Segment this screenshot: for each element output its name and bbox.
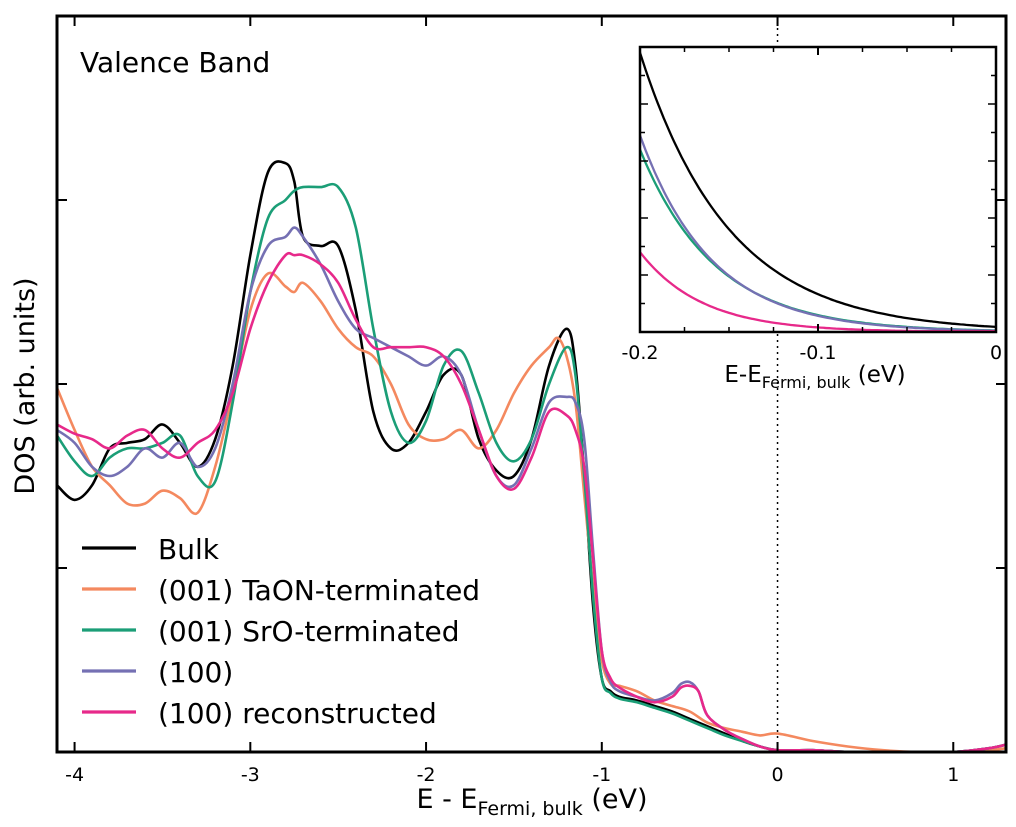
inset-axis-ticks: -0.2 -0.1 0 xyxy=(621,47,1002,364)
legend-label-0: Bulk xyxy=(158,533,220,566)
x-tick-label-3: -1 xyxy=(592,764,611,786)
legend-label-4: (100) reconstructed xyxy=(158,697,437,730)
inset-x-tick-label-0: -0.2 xyxy=(621,342,658,364)
inset-series-line-0 xyxy=(640,52,996,329)
inset-x-axis-label-subscript: Fermi, bulk xyxy=(762,373,851,392)
main-series-group xyxy=(57,160,1006,752)
legend-label-3: (100) xyxy=(158,656,233,689)
x-tick-label-4: 0 xyxy=(771,764,783,786)
x-tick-label-5: 1 xyxy=(947,764,959,786)
inset-background xyxy=(640,47,996,332)
inset-x-tick-label-2: 0 xyxy=(990,342,1002,364)
main-axis-ticks: -4 -3 -2 -1 0 1 xyxy=(57,16,1006,786)
inset-series-line-2 xyxy=(640,134,996,332)
x-axis-label-main: E - E xyxy=(416,784,477,815)
x-axis-label-unit: (eV) xyxy=(583,784,648,815)
x-axis-label-subscript: Fermi, bulk xyxy=(477,798,582,820)
x-axis-label: E - EFermi, bulk (eV) xyxy=(416,784,647,820)
series-line-2 xyxy=(57,182,1006,752)
x-tick-label-1: -3 xyxy=(241,764,260,786)
x-tick-label-0: -4 xyxy=(65,764,84,786)
y-axis-label: DOS (arb. units) xyxy=(10,277,41,494)
series-line-1 xyxy=(57,271,1006,752)
inset-x-axis-label-unit: (eV) xyxy=(850,362,905,388)
x-tick-label-2: -2 xyxy=(417,764,436,786)
inset-x-axis-label: E-EFermi, bulk (eV) xyxy=(724,362,905,392)
inset-x-axis-label-main: E-E xyxy=(724,362,761,388)
legend-label-2: (001) SrO-terminated xyxy=(158,615,460,648)
inset-x-tick-label-1: -0.1 xyxy=(799,342,836,364)
valence-band-annotation: Valence Band xyxy=(80,46,270,79)
legend-label-1: (001) TaON-terminated xyxy=(158,574,480,607)
series-line-4 xyxy=(57,251,1006,752)
legend: Bulk (001) TaON-terminated (001) SrO-termi… xyxy=(82,533,480,730)
